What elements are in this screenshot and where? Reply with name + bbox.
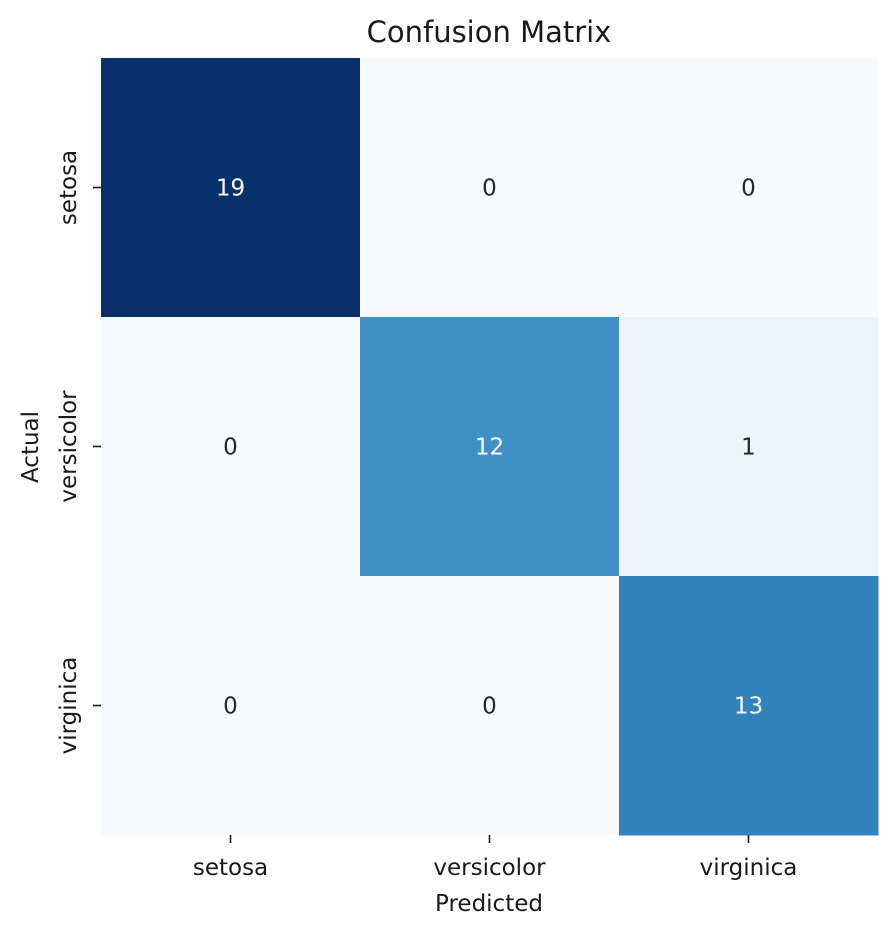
cell-value-label-0-1: 0 — [482, 176, 497, 202]
y-axis-label: Actual — [18, 411, 44, 483]
heatmap-cell-0-0 — [101, 58, 361, 318]
cell-value-label-2-1: 0 — [482, 694, 497, 720]
chart-title: Confusion Matrix — [367, 15, 612, 49]
x-axis-ticks: setosa versicolor virginica — [193, 835, 798, 881]
x-tick-label-2: virginica — [700, 855, 798, 881]
x-tick-label-0: setosa — [193, 855, 268, 881]
cell-value-label-2-0: 0 — [223, 694, 238, 720]
cell-value-label-1-0: 0 — [223, 435, 238, 461]
heatmap-cell-2-1 — [360, 576, 620, 836]
x-axis-label: Predicted — [435, 891, 543, 917]
heatmap-cell-labels: 19 0 0 0 12 1 0 0 13 — [216, 176, 763, 720]
y-axis-ticks: setosa versicolor virginica — [56, 150, 101, 755]
y-tick-label-2: virginica — [56, 657, 82, 755]
cell-value-label-0-0: 19 — [216, 176, 245, 202]
heatmap-cell-1-2 — [619, 317, 879, 577]
cell-value-label-0-2: 0 — [741, 176, 756, 202]
heatmap-cell-1-0 — [101, 317, 361, 577]
heatmap-cell-2-2 — [619, 576, 879, 836]
cell-value-label-2-2: 13 — [734, 694, 763, 720]
y-tick-label-0: setosa — [56, 150, 82, 225]
heatmap-cell-1-1 — [360, 317, 620, 577]
heatmap-cell-0-1 — [360, 58, 620, 318]
y-tick-label-1: versicolor — [56, 390, 82, 503]
cell-value-label-1-1: 12 — [475, 435, 504, 461]
heatmap-cell-2-0 — [101, 576, 361, 836]
heatmap-cells — [101, 58, 879, 836]
x-tick-label-1: versicolor — [433, 855, 546, 881]
cell-value-label-1-2: 1 — [741, 435, 756, 461]
heatmap-cell-0-2 — [619, 58, 879, 318]
